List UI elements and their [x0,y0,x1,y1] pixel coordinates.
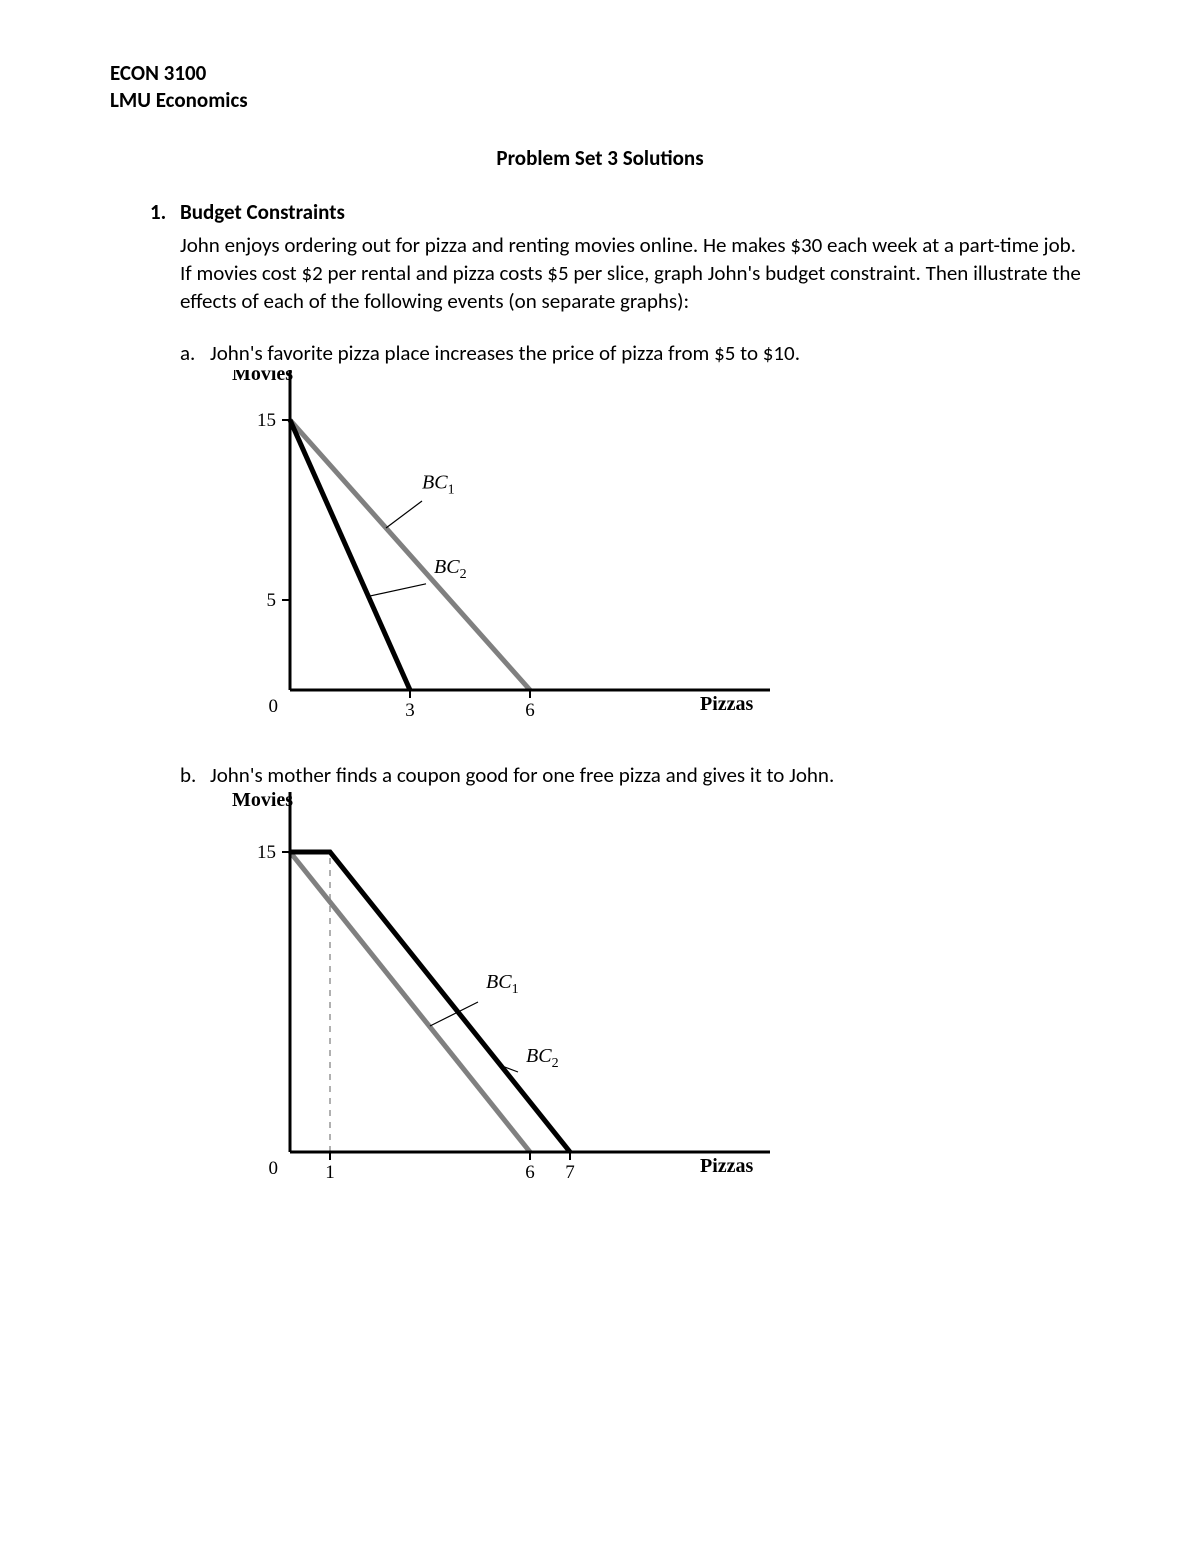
svg-text:Movies: Movies [232,792,293,811]
svg-text:15: 15 [257,842,276,863]
svg-text:Pizzas: Pizzas [700,693,754,715]
subproblem-b: b. John's mother finds a coupon good for… [150,762,1090,788]
sub-a-letter: a. [180,340,210,366]
dept-name: LMU Economics [110,87,1090,114]
svg-text:7: 7 [565,1162,575,1183]
svg-text:3: 3 [405,700,415,721]
svg-text:0: 0 [269,696,279,717]
svg-text:5: 5 [267,590,277,611]
course-header: ECON 3100 LMU Economics [110,60,1090,115]
chart-a-wrap: 5 15 3 6 0 Movies Pizzas BC1 BC2 [150,370,1090,730]
svg-text:15: 15 [257,410,276,431]
chart-a: 5 15 3 6 0 Movies Pizzas BC1 BC2 [210,370,770,730]
svg-text:BC2: BC2 [526,1045,559,1071]
chart-b: 15 1 6 7 0 Movies Pizzas BC1 BC2 [210,792,770,1192]
svg-text:Movies: Movies [232,370,293,385]
svg-text:0: 0 [269,1158,279,1179]
svg-text:1: 1 [325,1162,335,1183]
svg-text:BC1: BC1 [486,971,519,997]
svg-text:BC1: BC1 [422,471,455,497]
problem-number: 1. [150,199,180,225]
svg-text:6: 6 [525,1162,535,1183]
sub-b-text: John's mother finds a coupon good for on… [210,762,1090,788]
sub-a-text: John's favorite pizza place increases th… [210,340,1090,366]
svg-text:6: 6 [525,700,535,721]
svg-text:BC2: BC2 [434,556,467,582]
subproblem-a: a. John's favorite pizza place increases… [150,340,1090,366]
problem-heading: Budget Constraints [180,199,345,225]
page: ECON 3100 LMU Economics Problem Set 3 So… [0,0,1200,1284]
problem-body: John enjoys ordering out for pizza and r… [150,231,1090,316]
problem-heading-row: 1. Budget Constraints [150,199,1090,225]
chart-b-wrap: 15 1 6 7 0 Movies Pizzas BC1 BC2 [150,792,1090,1192]
course-code: ECON 3100 [110,60,1090,87]
sub-b-letter: b. [180,762,210,788]
problem-block: 1. Budget Constraints John enjoys orderi… [110,199,1090,1192]
page-title: Problem Set 3 Solutions [110,145,1090,171]
svg-text:Pizzas: Pizzas [700,1155,754,1177]
